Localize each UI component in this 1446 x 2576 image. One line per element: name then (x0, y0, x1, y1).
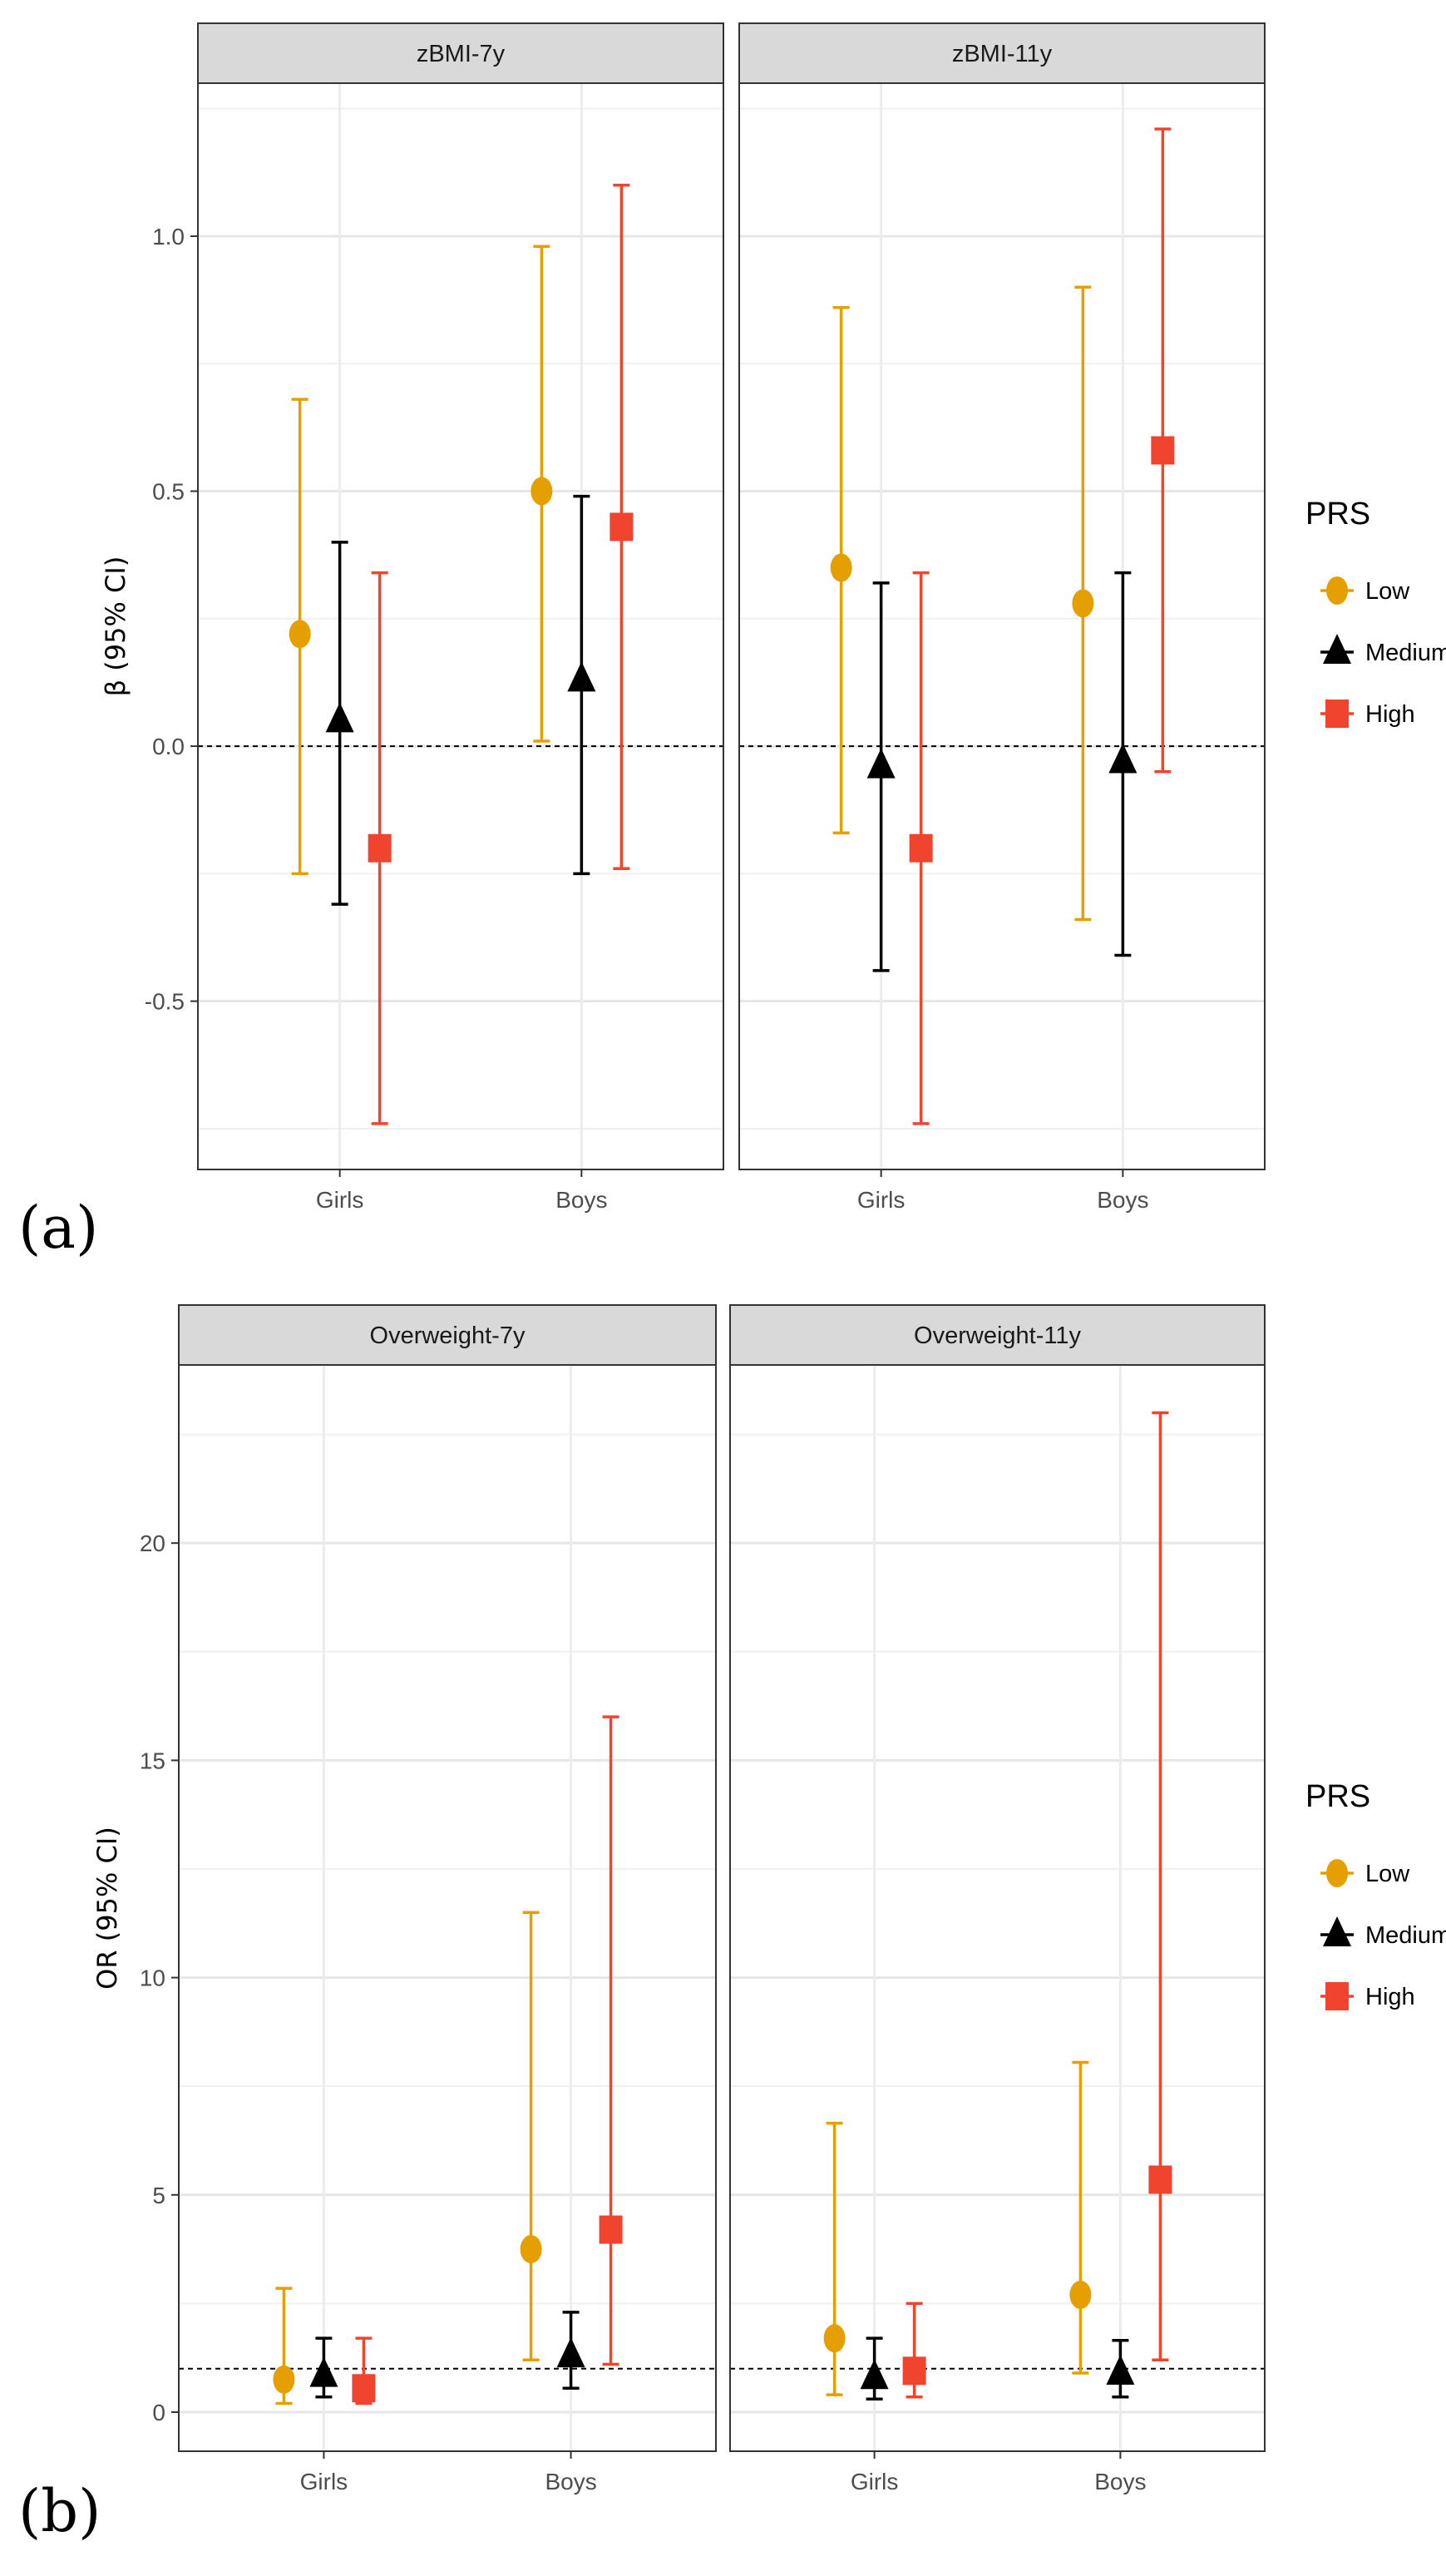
errorbar-high (602, 1715, 619, 2366)
point-medium (567, 661, 596, 692)
legend-key-circle (1326, 576, 1348, 605)
legend-entry-label: Low (1365, 578, 1410, 605)
legend-entry-label: Medium (1365, 640, 1446, 666)
x-tick-label: Girls (851, 2469, 899, 2494)
x-tick-label: Girls (300, 2469, 348, 2494)
point-low (1069, 2280, 1092, 2309)
facet-title: zBMI-11y (952, 41, 1053, 67)
y-tick-label: 15 (140, 1748, 165, 1773)
panel-border (197, 82, 724, 1170)
facet-title: Overweight-7y (370, 1323, 526, 1349)
y-tick-label: 20 (140, 1530, 165, 1556)
y-axis-title: OR (95% CI) (91, 1827, 123, 1990)
legend-key-square (1325, 1982, 1349, 2010)
legend-title: PRS (1305, 1779, 1370, 1814)
facet-strip (178, 1304, 717, 1366)
legend: PRS Low Medium High (1305, 1779, 1446, 2010)
legend-entry-label: High (1365, 1984, 1415, 2010)
point-high (609, 512, 634, 541)
facet-panel: Overweight-11y Girls Boys (729, 1304, 1266, 2494)
y-tick-label: 1.0 (152, 224, 185, 250)
errorbar-low (522, 1911, 540, 2362)
y-axis-title: β (95% CI) (100, 556, 131, 697)
point-high (902, 2356, 926, 2386)
legend-title: PRS (1305, 497, 1370, 532)
facet-panel: zBMI-7y Girls Boys (197, 22, 724, 1213)
y-tick-label: -0.5 (145, 989, 185, 1015)
point-medium (860, 2359, 889, 2390)
facet-strip (729, 1304, 1266, 1366)
facet-strip (738, 22, 1266, 84)
panel-border (738, 82, 1266, 1170)
errorbar-low (1072, 2060, 1089, 2375)
point-low (273, 2365, 295, 2394)
facet-title: zBMI-7y (417, 41, 506, 67)
chart-b: Overweight-7y Girls Boys Overweight-11y Girl… (18, 1304, 1446, 2545)
legend-key-triangle (1323, 1916, 1351, 1946)
legend-entry-label: Medium (1365, 1922, 1446, 1949)
y-tick-label: 0 (152, 2400, 165, 2425)
x-tick-label: Girls (857, 1187, 906, 1213)
point-low (823, 2324, 846, 2353)
point-high (368, 833, 392, 863)
panel-border (178, 1364, 717, 2452)
point-medium (309, 2356, 338, 2387)
x-tick-label: Boys (555, 1187, 607, 1213)
panel-border (729, 1364, 1266, 2452)
point-medium (866, 748, 896, 779)
point-low (1072, 589, 1094, 618)
facet-panel: Overweight-7y Girls Boys (178, 1304, 717, 2494)
point-high (909, 833, 933, 863)
point-low (531, 477, 553, 506)
point-high (1148, 2165, 1172, 2194)
point-medium (325, 702, 354, 733)
errorbar-low (826, 2121, 843, 2396)
y-tick-label: 0.0 (152, 734, 185, 759)
point-medium (1108, 743, 1138, 774)
chart-a: zBMI-7y Girls Boys zBMI-11y Girls Boys -0.5 0.0… (18, 22, 1446, 1262)
x-tick-label: Boys (1097, 1187, 1148, 1213)
legend-key-square (1325, 700, 1349, 728)
panel-label: (a) (18, 1194, 98, 1262)
point-high (599, 2215, 623, 2244)
panel-label: (b) (18, 2477, 101, 2545)
point-low (830, 553, 852, 582)
point-low (289, 620, 311, 649)
point-high (352, 2374, 376, 2403)
legend-key-triangle (1323, 634, 1351, 664)
legend-entry-label: Low (1365, 1861, 1410, 1887)
legend: PRS Low Medium High (1305, 497, 1446, 728)
facet-title: Overweight-11y (914, 1323, 1081, 1349)
x-tick-label: Boys (545, 2469, 596, 2494)
errorbar-high (1152, 1411, 1169, 2362)
facet-strip (197, 22, 724, 84)
point-medium (556, 2337, 585, 2368)
y-tick-label: 10 (140, 1965, 165, 1991)
point-high (1151, 436, 1175, 465)
legend-entry-label: High (1365, 701, 1415, 728)
facet-panel: zBMI-11y Girls Boys (738, 22, 1266, 1213)
point-low (520, 2235, 542, 2264)
point-medium (1106, 2354, 1135, 2385)
x-tick-label: Girls (316, 1187, 364, 1213)
legend-key-circle (1326, 1859, 1348, 1887)
x-tick-label: Boys (1094, 2469, 1146, 2494)
y-tick-label: 0.5 (152, 479, 185, 505)
y-tick-label: 5 (152, 2183, 165, 2208)
